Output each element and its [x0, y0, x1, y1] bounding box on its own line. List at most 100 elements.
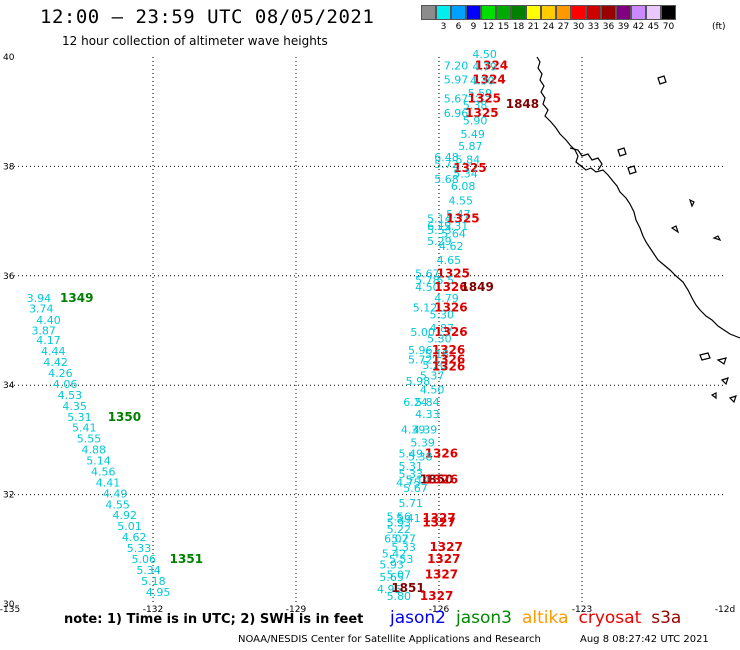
scale-label: 33 — [587, 22, 600, 32]
pass-time-label: 1326 — [434, 300, 467, 314]
wave-height-label: 5.14 — [406, 474, 431, 487]
wave-height-label: 5.49 — [460, 128, 485, 141]
wave-height-label: 4.88 — [82, 444, 107, 457]
wave-height-label: 6.24 — [403, 396, 428, 409]
wave-height-label: 6.07 — [384, 533, 409, 546]
wave-height-label: 4.75 — [396, 476, 421, 489]
scale-label: 24 — [542, 22, 555, 32]
scale-swatch — [601, 5, 616, 20]
wave-height-label: 5.67 — [403, 482, 428, 495]
scale-label: 6 — [455, 22, 462, 32]
wave-height-label: 5.97 — [444, 73, 469, 86]
inland-lake-3 — [670, 198, 722, 242]
lon-tick-label: -135 — [0, 605, 20, 615]
wave-height-label: 5.41 — [72, 422, 97, 435]
wave-height-label: 4.06 — [53, 378, 78, 391]
wave-height-label: 5.72 — [434, 158, 459, 171]
wave-height-label: 5.27 — [391, 533, 416, 546]
scale-swatch — [511, 5, 526, 20]
wave-height-label: 5.33 — [398, 468, 423, 481]
wave-height-label: 4.87 — [429, 322, 454, 335]
wave-height-label: 7.20 — [444, 60, 469, 73]
wave-height-label: 5.07 — [387, 568, 412, 581]
wave-height-label: 4.35 — [62, 400, 87, 413]
wave-height-label: 5.67 — [444, 92, 469, 105]
wave-height-label: 3.94 — [27, 292, 52, 305]
channel-islands — [699, 352, 737, 404]
scale-swatch — [556, 5, 571, 20]
wave-height-label: 5.80 — [387, 590, 412, 603]
scale-swatch — [481, 5, 496, 20]
scale-swatch — [586, 5, 601, 20]
wave-height-label: 5.01 — [117, 520, 142, 533]
scale-swatch — [646, 5, 661, 20]
wave-height-label: 4.50 — [420, 383, 445, 396]
wave-height-label: 5.18 — [141, 575, 166, 588]
wave-height-label: 5.78 — [415, 274, 440, 287]
wave-height-label: 4.62 — [122, 531, 146, 544]
wave-height-label: 5.12 — [413, 301, 438, 314]
wave-height-label: 4.17 — [36, 334, 61, 347]
wave-height-label: 4.62 — [439, 240, 464, 253]
wave-height-label: 4.56 — [91, 465, 116, 478]
scale-swatch — [526, 5, 541, 20]
scale-label: 45 — [647, 22, 660, 32]
coastline — [536, 56, 740, 404]
pass-time-label: 1326 — [425, 446, 458, 460]
wave-height-label: 5.31 — [67, 411, 92, 424]
scale-swatch — [616, 5, 631, 20]
sf-bay — [569, 147, 603, 171]
wave-height-label: 5.84 — [456, 154, 481, 167]
lon-tick-label: -123 — [572, 605, 592, 615]
pass-time-label: 1327 — [422, 511, 455, 525]
scale-label: 30 — [572, 22, 585, 32]
scale-label: 21 — [527, 22, 540, 32]
wave-height-label: 3.74 — [29, 302, 54, 315]
wave-height-label: 5.56 — [387, 510, 412, 523]
lat-tick-label: 30 — [3, 600, 15, 610]
lat-tick-label: 36 — [3, 272, 15, 282]
satellite-s3a: s3a — [651, 608, 682, 628]
scale-label: 12 — [482, 22, 495, 32]
scale-label: 36 — [602, 22, 615, 32]
wave-height-label: 4.55 — [449, 195, 474, 208]
note-text: note: 1) Time is in UTC; 2) SWH is in fe… — [64, 612, 364, 627]
wave-height-label: 5.39 — [410, 436, 435, 449]
wave-height-label: 5.38 — [408, 451, 433, 464]
pass-time-label: 1325 — [437, 266, 470, 280]
wave-height-label: 4.92 — [112, 509, 137, 522]
pass-time-label: 1326 — [434, 280, 467, 294]
wave-height-label: 4.95 — [146, 586, 171, 599]
page-subtitle: 12 hour collection of altimeter wave hei… — [62, 34, 328, 48]
wave-height-label: 5.72 — [408, 353, 433, 366]
wave-height-label: 5.41 — [396, 512, 421, 525]
scale-swatch — [496, 5, 511, 20]
wave-height-label: 5.68 — [434, 173, 459, 186]
pass-time-label: 1850 — [420, 473, 453, 487]
wave-height-label: 6.12 — [427, 220, 452, 233]
wave-height-label: 5.33 — [391, 541, 416, 554]
lon-tick-label: -12d — [715, 605, 735, 615]
wave-height-label: 5.33 — [127, 542, 151, 555]
scale-swatch — [421, 5, 436, 20]
wave-height-label: 4.55 — [105, 498, 130, 511]
scale-label: 18 — [512, 22, 525, 32]
pass-time-label: 1326 — [425, 473, 458, 487]
scale-swatch — [631, 5, 646, 20]
satellite-cryosat: cryosat — [578, 608, 642, 628]
scale-label: 42 — [632, 22, 645, 32]
lat-tick-label: 32 — [3, 491, 14, 501]
wave-height-label: 3.87 — [31, 324, 56, 337]
wave-height-label: 5.87 — [458, 140, 483, 153]
wave-height-label: 6.96 — [444, 107, 469, 120]
wave-height-label: 5.14 — [427, 213, 452, 226]
wave-height-label: 5.98 — [406, 375, 431, 388]
inland-lake — [657, 75, 667, 85]
wave-height-label: 4.50 — [415, 281, 440, 294]
inland-lake-2 — [617, 147, 637, 175]
wave-height-label: 5.06 — [132, 553, 157, 566]
scale-swatch — [451, 5, 466, 20]
wave-height-label: 5.55 — [77, 433, 102, 446]
wave-height-label: 4.95 — [377, 583, 402, 596]
wave-height-label: 5.34 — [453, 167, 478, 180]
